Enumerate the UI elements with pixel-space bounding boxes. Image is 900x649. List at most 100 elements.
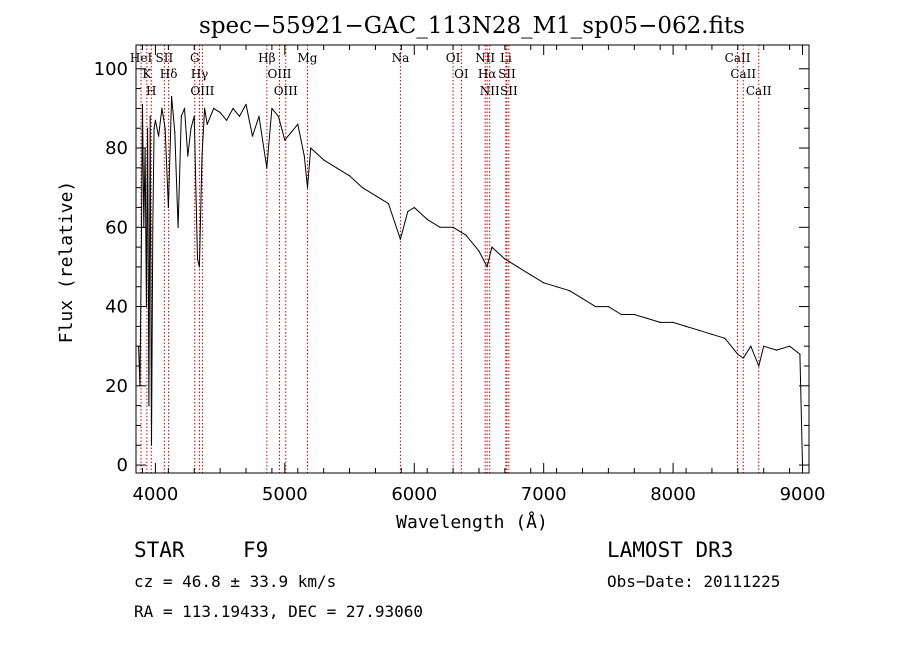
spectrum-point: [711, 333, 713, 335]
spectrum-point: [517, 266, 519, 268]
spectrum-point: [161, 107, 163, 110]
spectrum-point: [148, 405, 150, 407]
line-marker-label: H: [146, 84, 156, 98]
spectrum-point: [758, 365, 760, 367]
spectrum-point: [303, 155, 305, 157]
x-tick-label: 8000: [650, 484, 696, 505]
line-marker-label: OIII: [267, 67, 291, 81]
spectrum-point: [724, 337, 726, 339]
spectrum-point: [153, 127, 155, 129]
spectrum-point: [323, 159, 325, 161]
line-marker-label: SII: [498, 67, 516, 81]
spectrum-point: [387, 202, 389, 205]
spectrum-point: [504, 258, 506, 260]
spectrum-point: [306, 187, 309, 189]
spectrum-point: [310, 147, 312, 149]
spectrum-point: [543, 282, 545, 284]
line-marker-label: CaII: [730, 67, 756, 81]
line-marker-label: CaII: [746, 84, 772, 98]
line-marker-label: SII: [500, 84, 518, 98]
spectrum-point: [348, 175, 351, 177]
spectrum-point: [196, 258, 199, 260]
spectrum-point: [203, 107, 206, 110]
x-tick-label: 5000: [262, 484, 308, 505]
y-axis-label: Flux (relative): [56, 181, 77, 344]
x-tick-label: 7000: [521, 484, 567, 505]
line-marker-label: NII: [475, 51, 495, 65]
spectrum-point: [277, 115, 279, 117]
spectrum-point: [452, 226, 454, 228]
x-tick-label: 4000: [133, 484, 179, 505]
spectrum-point: [258, 115, 260, 117]
spectrum-point: [491, 246, 493, 248]
line-marker-label: Li: [500, 51, 512, 65]
x-axis: 4000 5000 6000 7000 8000 9000: [133, 45, 826, 505]
spectrum-point: [620, 313, 622, 316]
spectrum-point: [219, 111, 221, 113]
spectrum-point: [145, 305, 147, 308]
spectrum-point: [245, 103, 247, 106]
chart-title: spec−55921−GAC_113N28_M1_sp05−062.fits: [199, 13, 745, 39]
spectrum-point: [672, 321, 674, 324]
spectrum-point: [659, 321, 661, 324]
spectrum-point: [180, 115, 182, 117]
spectrum-point: [193, 115, 195, 117]
spectrum-point: [213, 107, 215, 110]
spectrum-point: [776, 349, 778, 351]
spectrum-point: [685, 325, 687, 327]
spectrum-point: [177, 226, 179, 228]
line-marker-label: OIII: [274, 84, 298, 98]
spectrum-point: [750, 345, 752, 347]
spectrum-point: [568, 290, 571, 292]
spectrum-point: [486, 266, 488, 268]
line-marker-label: Hγ: [191, 67, 209, 81]
line-marker-label: NII: [480, 84, 500, 98]
spectrum-point: [187, 155, 189, 157]
spectrum-point: [556, 286, 558, 288]
spectrum-point: [266, 167, 268, 169]
spectrum-point: [152, 226, 154, 228]
spectrum-point: [742, 357, 744, 359]
spectrum-point: [788, 345, 791, 347]
spectrum-point: [167, 206, 169, 209]
spectrum-point: [698, 329, 700, 331]
spectrum-point: [763, 345, 765, 347]
y-tick-label: 20: [105, 376, 128, 397]
spectrum-point: [164, 127, 166, 129]
spectrum-point: [426, 218, 428, 220]
survey-name: LAMOST DR3: [607, 538, 734, 562]
line-marker-label: OIII: [190, 84, 214, 98]
y-tick-label: 0: [117, 455, 128, 476]
object-class: STAR: [134, 538, 185, 562]
spectrum-point: [158, 135, 160, 137]
line-marker-label: Hδ: [160, 67, 178, 81]
y-tick-label: 100: [94, 59, 128, 80]
line-marker-label: Hα: [478, 67, 497, 81]
spectrum-point: [297, 123, 299, 125]
spectrum-point: [206, 123, 208, 125]
spectrum-point: [646, 317, 648, 320]
y-axis: 0 20 40 60 80 100: [94, 59, 809, 476]
spectrum-point: [336, 167, 338, 169]
spectrum-point: [174, 131, 176, 133]
x-tick-label: 6000: [391, 484, 437, 505]
spectrum-point: [141, 103, 144, 106]
line-marker-label: OI: [446, 51, 461, 65]
spectrum-point: [271, 107, 273, 110]
spectrum-point: [183, 107, 186, 110]
y-tick-label: 80: [105, 138, 128, 159]
plot-frame: [135, 44, 810, 474]
x-tick-label: 9000: [780, 484, 826, 505]
spectrum-point: [198, 266, 201, 268]
line-marker-label: G: [190, 51, 200, 65]
line-marker-label: Na: [392, 51, 410, 65]
redshift-line: cz = 46.8 ± 33.9 km/s: [134, 572, 337, 591]
spectrum-point: [284, 139, 286, 141]
spectrum-point: [736, 353, 739, 355]
obs-date: Obs−Date: 20111225: [607, 572, 781, 591]
coordinates: RA = 113.19433, DEC = 27.93060: [134, 602, 423, 621]
spectrum-point: [238, 115, 241, 117]
spectrum-point: [407, 210, 409, 213]
spectrum-point: [170, 95, 173, 98]
